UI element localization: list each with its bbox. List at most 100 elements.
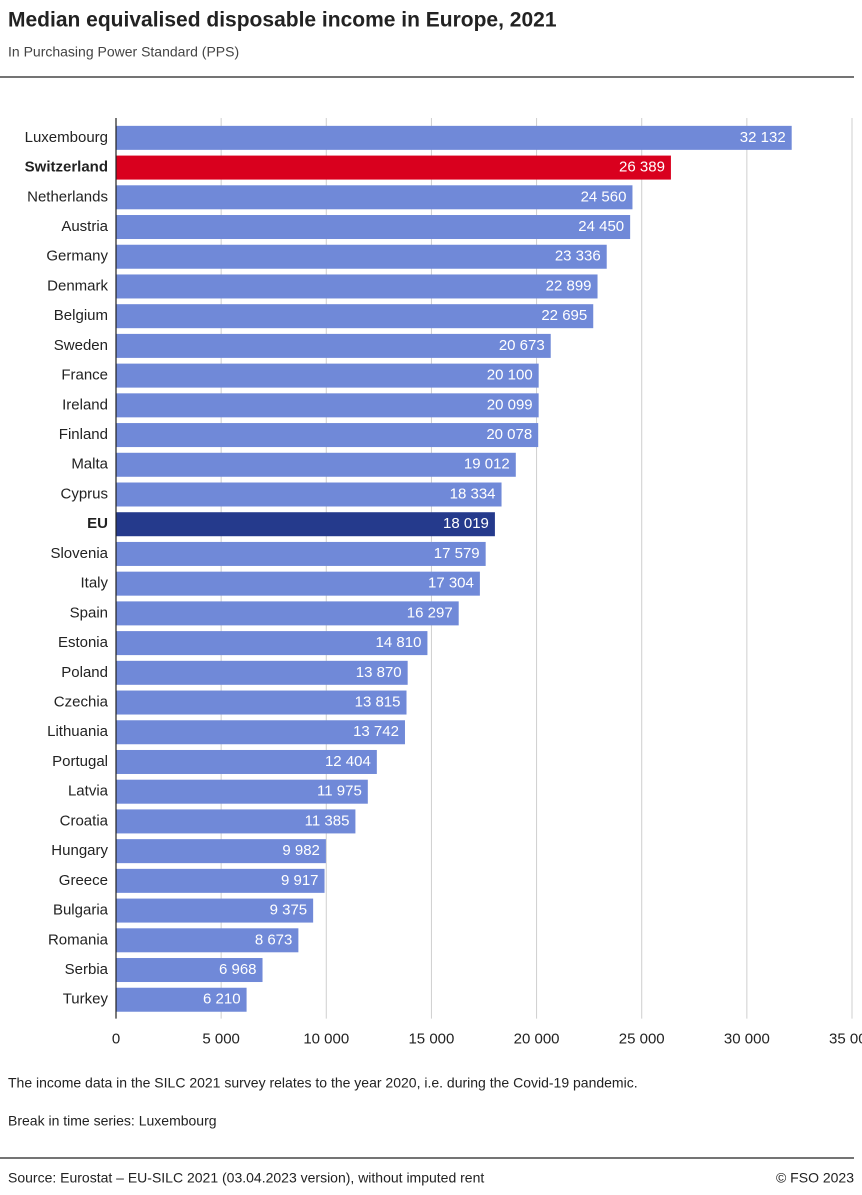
value-label: 14 810 [376,634,422,651]
note: The income data in the SILC 2021 survey … [8,1075,638,1091]
bar [116,749,377,774]
bar [116,839,326,864]
credit: © FSO 2023 [776,1170,854,1186]
chart-title: Median equivalised disposable income in … [8,9,557,32]
y-tick-label: Turkey [63,991,109,1008]
value-label: 23 336 [555,248,601,265]
bar [116,541,486,566]
bar [116,274,598,299]
value-label: 24 560 [581,188,627,205]
bar [116,898,314,923]
y-tick-label: Cyprus [60,485,108,502]
value-label: 11 385 [305,812,350,829]
value-label: 20 673 [499,337,545,354]
value-label: 18 019 [443,515,489,532]
bar [116,244,607,269]
value-label: 22 899 [546,277,592,294]
bar [116,868,325,893]
y-tick-label: Croatia [60,812,109,829]
x-tick-label: 15 000 [408,1031,454,1048]
bar [116,571,480,596]
y-tick-label: Sweden [54,337,108,354]
value-label: 13 870 [356,664,402,681]
y-tick-label: Estonia [58,634,109,651]
y-tick-label: Belgium [54,307,108,324]
y-tick-label: Poland [61,664,108,681]
source: Source: Eurostat – EU-SILC 2021 (03.04.2… [8,1170,484,1186]
x-tick-label: 20 000 [514,1031,560,1048]
bar [116,720,405,745]
y-tick-label: Hungary [51,842,108,859]
x-tick-label: 5 000 [202,1031,240,1048]
bar [116,482,502,507]
value-label: 26 389 [619,159,665,176]
bar [116,660,408,685]
value-label: 19 012 [464,456,510,473]
value-label: 9 917 [281,872,319,889]
bar [116,215,631,240]
y-tick-label: Bulgaria [53,902,109,919]
value-label: 20 100 [487,367,533,384]
y-tick-label: Slovenia [50,545,108,562]
x-tick-label: 0 [112,1031,120,1048]
y-tick-label: Czechia [54,694,109,711]
value-label: 6 968 [219,961,257,978]
bar [116,690,407,715]
bar [116,304,594,329]
y-tick-label: Luxembourg [25,129,108,146]
bar [116,601,459,626]
bar [116,631,428,656]
y-tick-label: Italy [80,575,108,592]
bar [116,125,792,150]
value-label: 20 099 [487,396,533,413]
value-label: 6 210 [203,991,241,1008]
y-tick-label: Portugal [52,753,108,770]
y-tick-label: Serbia [65,961,109,978]
bar [116,779,368,804]
bar [116,452,516,477]
bar [116,333,551,358]
y-tick-label: Switzerland [25,159,108,176]
y-tick-label: Malta [71,456,108,473]
value-label: 18 334 [450,485,496,502]
value-label: 13 815 [355,694,401,711]
bar [116,155,671,180]
value-label: 16 297 [407,604,453,621]
y-tick-label: Germany [46,248,108,265]
y-tick-label: Finland [59,426,108,443]
y-tick-label: France [61,367,108,384]
y-tick-label: Denmark [47,277,108,294]
value-label: 22 695 [541,307,587,324]
value-label: 17 304 [428,575,474,592]
y-tick-label: EU [87,515,108,532]
note: Break in time series: Luxembourg [8,1113,217,1129]
value-label: 9 982 [282,842,320,859]
value-label: 32 132 [740,129,786,146]
value-label: 24 450 [578,218,624,235]
bar [116,512,495,537]
bar [116,185,633,210]
y-tick-label: Netherlands [27,188,108,205]
value-label: 20 078 [486,426,532,443]
bar [116,809,356,834]
chart-subtitle: In Purchasing Power Standard (PPS) [8,44,239,60]
y-tick-label: Latvia [68,783,109,800]
y-tick-label: Austria [61,218,108,235]
x-tick-label: 35 000 [829,1031,862,1048]
y-tick-label: Ireland [62,396,108,413]
value-label: 11 975 [317,783,362,800]
bar [116,423,539,448]
value-label: 8 673 [255,931,293,948]
bar [116,958,263,983]
bar [116,363,539,388]
value-label: 17 579 [434,545,480,562]
y-tick-label: Lithuania [47,723,109,740]
value-label: 13 742 [353,723,399,740]
bar [116,987,247,1012]
x-tick-label: 25 000 [619,1031,665,1048]
bar [116,928,299,953]
y-tick-label: Greece [59,872,108,889]
y-tick-label: Romania [48,931,109,948]
